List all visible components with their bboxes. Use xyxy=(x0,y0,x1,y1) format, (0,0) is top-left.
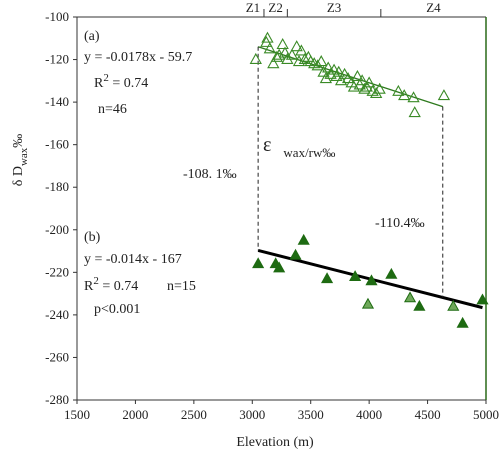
data-point-a xyxy=(332,65,345,77)
zone-label-z2: Z2 xyxy=(268,0,282,15)
panel-b-r2: R2 = 0.74 xyxy=(84,275,138,294)
data-point-a xyxy=(362,76,376,88)
data-point-a xyxy=(263,42,276,54)
y-tick-label: -200 xyxy=(45,222,69,237)
data-point-a xyxy=(298,52,312,64)
y-tick-label: -220 xyxy=(45,264,69,279)
data-point-b xyxy=(365,274,378,286)
x-axis-ticks: 1500 2000 2500 3000 3500 4000 4500 5000 xyxy=(64,400,499,422)
y-tick-label: -240 xyxy=(45,307,69,322)
data-point-a xyxy=(285,48,299,60)
data-point-a xyxy=(261,31,274,43)
data-point-b xyxy=(349,270,362,281)
y-tick-label: -160 xyxy=(45,137,69,152)
series-b-points xyxy=(252,233,489,328)
data-point-a xyxy=(358,82,371,94)
panel-a-label: (a) xyxy=(84,29,100,44)
panel-a-equation: y = -0.0178x - 59.7 xyxy=(84,50,192,65)
data-point-a xyxy=(322,61,335,73)
x-tick-label: 1500 xyxy=(64,407,90,422)
data-point-b xyxy=(456,316,469,328)
y-tick-label: -260 xyxy=(45,349,69,364)
x-tick-label: 4500 xyxy=(415,407,441,422)
x-tick-label: 2000 xyxy=(122,407,148,422)
data-point-a xyxy=(276,38,289,50)
zone-markers: Z1 Z2 Z3 Z4 xyxy=(246,0,441,17)
data-point-a xyxy=(408,106,421,118)
data-point-a xyxy=(267,57,280,69)
data-point-b xyxy=(289,248,302,260)
data-point-a xyxy=(278,46,292,58)
x-axis-title: Elevation (m) xyxy=(236,435,314,450)
y-axis-title: δ Dwax‰ xyxy=(11,134,30,187)
data-point-a xyxy=(295,44,308,56)
x-tick-label: 3000 xyxy=(239,407,265,422)
data-point-a xyxy=(351,69,364,81)
data-point-b xyxy=(273,261,286,273)
data-point-b xyxy=(320,272,334,284)
zone-label-z1: Z1 xyxy=(246,0,260,15)
panel-b-equation: y = -0.014x - 167 xyxy=(84,252,182,267)
x-tick-label: 5000 xyxy=(473,407,499,422)
data-point-a xyxy=(355,74,369,86)
data-point-a xyxy=(327,63,341,75)
zone-label-z4: Z4 xyxy=(426,0,441,15)
plot-area xyxy=(76,16,487,401)
series-a-points xyxy=(249,31,451,118)
panel-b-label: (b) xyxy=(84,230,101,245)
data-point-b xyxy=(252,257,265,269)
x-tick-label: 4000 xyxy=(356,407,382,422)
data-point-a xyxy=(249,52,262,64)
data-point-b xyxy=(403,291,417,303)
y-tick-label: -140 xyxy=(45,94,69,109)
panel-a-n: n=46 xyxy=(98,102,127,117)
data-point-a xyxy=(341,72,355,84)
data-point-b xyxy=(476,293,489,305)
data-point-b xyxy=(447,299,460,311)
y-tick-label: -180 xyxy=(45,179,69,194)
data-point-a xyxy=(392,84,405,96)
data-point-a xyxy=(338,67,351,79)
data-point-a xyxy=(373,82,386,94)
epsilon-connector-lines xyxy=(257,46,444,298)
zone-label-z3: Z3 xyxy=(327,0,341,15)
data-point-a xyxy=(437,89,451,101)
y-axis-ticks: -100 -120 -140 -160 -180 -200 -220 -240 -260 -280 xyxy=(45,9,77,407)
data-point-a xyxy=(315,55,328,67)
data-point-b xyxy=(413,299,426,311)
panel-a-r2: R2 = 0.74 xyxy=(94,72,148,91)
x-tick-label: 2500 xyxy=(181,407,207,422)
epsilon-label: ε wax/rw‰ xyxy=(263,134,335,160)
epsilon-left-value: -108. 1‰ xyxy=(183,167,237,182)
data-point-b xyxy=(385,267,398,279)
panel-b-p: p<0.001 xyxy=(94,302,140,317)
data-point-a xyxy=(407,91,420,103)
epsilon-right-value: -110.4‰ xyxy=(375,216,425,231)
data-point-b xyxy=(297,233,310,245)
data-point-a xyxy=(398,89,411,101)
panel-b-n: n=15 xyxy=(167,279,196,294)
y-tick-label: -120 xyxy=(45,52,69,67)
data-point-b xyxy=(361,297,375,309)
x-tick-label: 3500 xyxy=(298,407,324,422)
y-tick-label: -100 xyxy=(45,9,69,24)
y-tick-label: -280 xyxy=(45,392,69,407)
data-point-a xyxy=(290,40,303,52)
